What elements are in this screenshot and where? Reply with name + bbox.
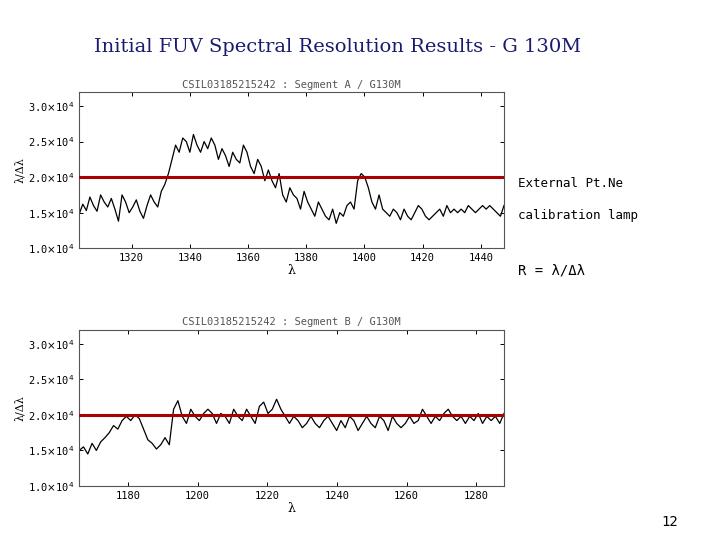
Text: External Pt.Ne: External Pt.Ne <box>518 177 624 190</box>
Text: R = λ/Δλ: R = λ/Δλ <box>518 263 585 277</box>
Text: 12: 12 <box>661 515 678 529</box>
Y-axis label: λ/Δλ: λ/Δλ <box>15 395 25 421</box>
X-axis label: λ: λ <box>288 265 295 278</box>
Text: Initial FUV Spectral Resolution Results - G 130M: Initial FUV Spectral Resolution Results … <box>94 38 581 56</box>
Text: calibration lamp: calibration lamp <box>518 210 639 222</box>
X-axis label: λ: λ <box>288 502 295 515</box>
Title: CSIL03185215242 : Segment B / G130M: CSIL03185215242 : Segment B / G130M <box>182 318 401 327</box>
Y-axis label: λ/Δλ: λ/Δλ <box>15 157 25 183</box>
Title: CSIL03185215242 : Segment A / G130M: CSIL03185215242 : Segment A / G130M <box>182 79 401 90</box>
